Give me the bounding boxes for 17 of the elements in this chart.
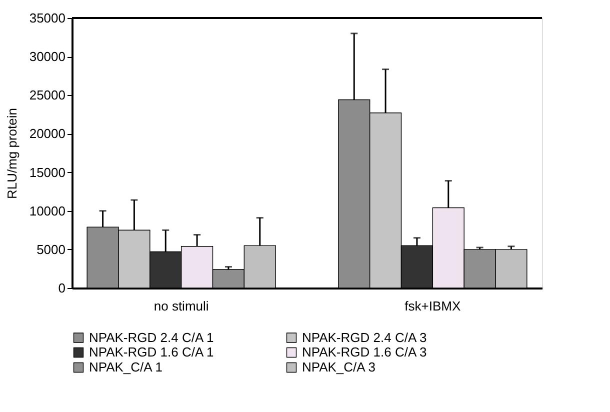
legend-label: NPAK-RGD 1.6 C/A 3 bbox=[302, 344, 427, 360]
legend-label: NPAK_C/A 3 bbox=[302, 360, 376, 374]
legend-label: NPAK-RGD 2.4 C/A 3 bbox=[302, 330, 427, 345]
y-tick-label: 15000 bbox=[29, 164, 66, 180]
y-tick-label: 30000 bbox=[29, 49, 66, 64]
x-tick-label: no stimuli bbox=[154, 298, 209, 314]
y-tick-label: 10000 bbox=[29, 203, 66, 218]
x-tick-label: fsk+IBMX bbox=[404, 298, 461, 314]
y-tick-label: 35000 bbox=[29, 10, 66, 26]
legend-label: NPAK_C/A 1 bbox=[89, 360, 162, 374]
y-axis-title: RLU/mg protein bbox=[4, 108, 20, 200]
y-tick-label: 20000 bbox=[29, 126, 66, 142]
y-tick-label: 5000 bbox=[36, 242, 66, 257]
legend-label: NPAK-RGD 1.6 C/A 1 bbox=[89, 344, 214, 360]
y-tick-label: 25000 bbox=[29, 88, 66, 103]
y-tick-label: 0 bbox=[58, 280, 66, 296]
legend-label: NPAK-RGD 2.4 C/A 1 bbox=[89, 330, 214, 345]
